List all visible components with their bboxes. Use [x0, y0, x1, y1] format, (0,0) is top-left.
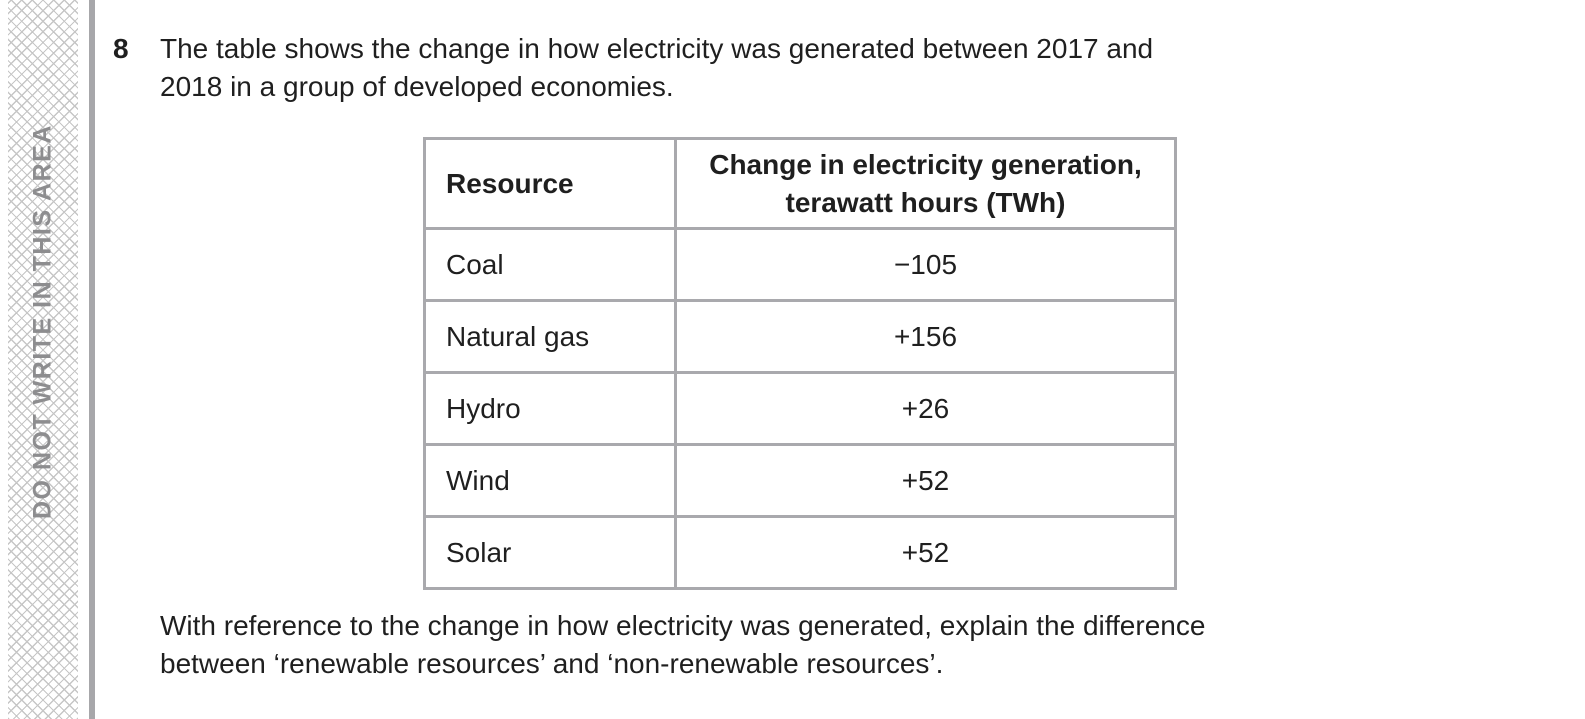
question-prompt-line-2: between ‘renewable resources’ and ‘non-r… [160, 648, 944, 679]
do-not-write-label: DO NOT WRITE IN THIS AREA [28, 124, 57, 520]
page-border-rule [89, 0, 95, 719]
table-row-natural-gas: Natural gas +156 [423, 299, 1177, 374]
question-intro-line-1: The table shows the change in how electr… [160, 33, 1154, 64]
table-row-solar: Solar +52 [423, 515, 1177, 590]
resource-cell: Coal [423, 227, 677, 302]
question-intro-block: 8 The table shows the change in how elec… [113, 30, 1153, 106]
electricity-change-table: Resource Change in electricity generatio… [423, 137, 1177, 590]
question-intro-text: The table shows the change in how electr… [160, 30, 1153, 106]
change-cell: +156 [674, 299, 1177, 374]
electricity-change-table-wrap: Resource Change in electricity generatio… [423, 137, 1177, 590]
change-column-header: Change in electricity generation, terawa… [674, 137, 1177, 230]
change-cell: −105 [674, 227, 1177, 302]
change-column-header-line-1: Change in electricity generation, [709, 148, 1142, 180]
table-row-hydro: Hydro +26 [423, 371, 1177, 446]
do-not-write-margin-strip: DO NOT WRITE IN THIS AREA [8, 0, 78, 719]
question-prompt-text: With reference to the change in how elec… [160, 607, 1205, 683]
change-cell: +52 [674, 443, 1177, 518]
change-cell: +26 [674, 371, 1177, 446]
change-cell: +52 [674, 515, 1177, 590]
resource-cell: Hydro [423, 371, 677, 446]
resource-cell: Wind [423, 443, 677, 518]
question-number: 8 [113, 33, 129, 64]
question-intro-line-2: 2018 in a group of developed economies. [160, 71, 674, 102]
change-column-header-line-2: terawatt hours (TWh) [785, 186, 1066, 218]
table-header-row: Resource Change in electricity generatio… [423, 137, 1177, 230]
table-row-wind: Wind +52 [423, 443, 1177, 518]
resource-column-header: Resource [423, 137, 677, 230]
resource-cell: Natural gas [423, 299, 677, 374]
resource-cell: Solar [423, 515, 677, 590]
question-prompt-line-1: With reference to the change in how elec… [160, 610, 1206, 641]
table-row-coal: Coal −105 [423, 227, 1177, 302]
